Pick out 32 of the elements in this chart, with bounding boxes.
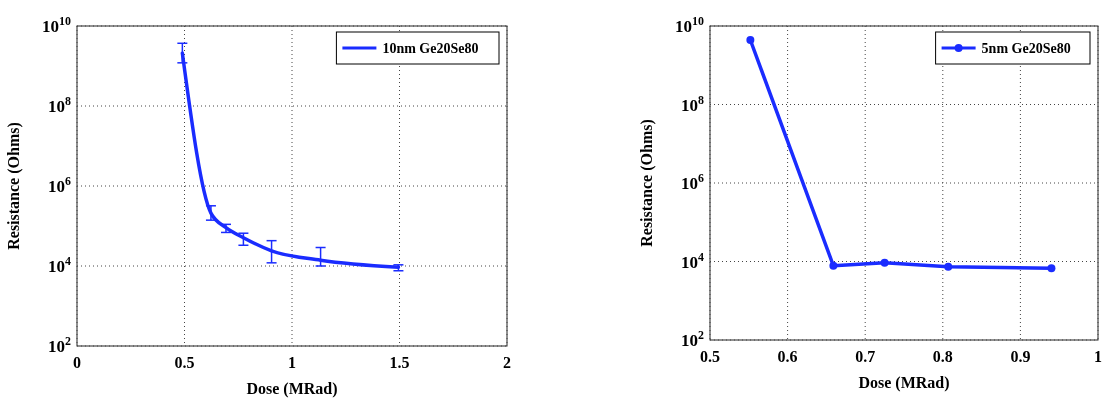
x-tick-label: 1 [1094, 348, 1102, 365]
point [746, 35, 755, 44]
y-axis-title: Resistance (Ohms) [5, 122, 23, 250]
y-tick-label: 10$^{8}$ [681, 92, 705, 115]
y-axis-title: Resistance (Ohms) [638, 119, 656, 247]
x-axis-title: Dose (MRad) [246, 380, 338, 398]
x-axis-title: Dose (MRad) [858, 374, 950, 392]
x-tick-label: 2 [503, 354, 511, 371]
y-tick-label: 10$^{8}$ [48, 94, 72, 116]
y-tick-label: 10$^{6}$ [48, 174, 72, 196]
point [944, 262, 953, 271]
x-tick-label: 0.8 [932, 348, 953, 365]
x-tick-label: 0.5 [700, 348, 720, 365]
x-tick-label: 0.6 [777, 348, 798, 365]
x-tick-label: 0.7 [855, 348, 876, 365]
legend-label: 10nm Ge20Se80 [382, 41, 479, 56]
legend-label: 5nm Ge20Se80 [981, 41, 1071, 56]
y-tick-label: 10$^{2}$ [681, 328, 705, 350]
point [1047, 264, 1056, 273]
y-tick-label: 10$^{6}$ [681, 171, 705, 193]
y-tick-label: 10$^{10}$ [42, 14, 72, 36]
point [829, 261, 838, 270]
x-tick-label: 1 [288, 354, 296, 371]
point [880, 258, 889, 267]
x-tick-label: 0.9 [1010, 348, 1031, 365]
x-tick-label: 0 [73, 354, 81, 371]
y-tick-label: 10$^{4}$ [48, 254, 72, 276]
x-tick-label: 1.5 [389, 354, 410, 371]
x-tick-label: 0.5 [174, 354, 195, 371]
y-tick-label: 10$^{2}$ [48, 334, 72, 356]
y-tick-label: 10$^{10}$ [675, 14, 705, 36]
y-tick-label: 10$^{4}$ [681, 249, 705, 272]
